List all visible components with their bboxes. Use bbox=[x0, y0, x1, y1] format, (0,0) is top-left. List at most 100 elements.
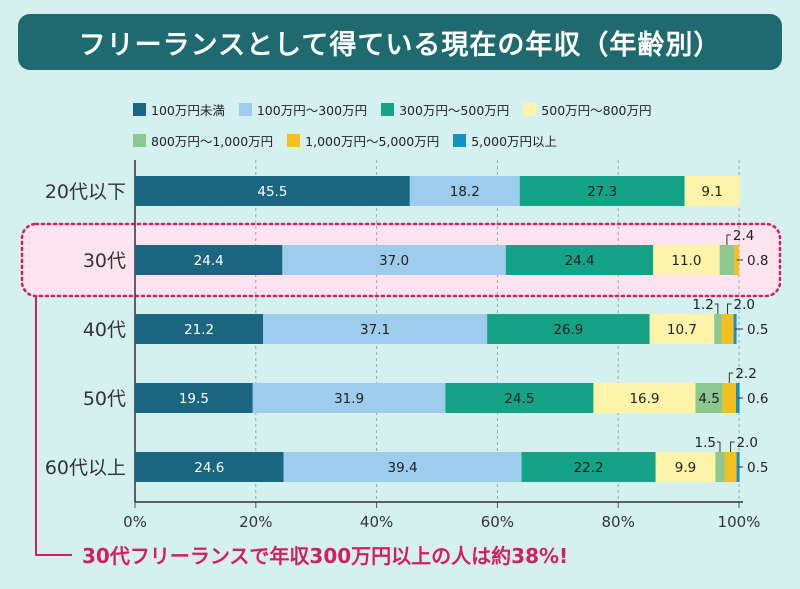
legend-label: 800万円～1,000万円 bbox=[151, 134, 274, 149]
data-label: 24.6 bbox=[194, 460, 224, 476]
legend-item: 100万円～300万円 bbox=[238, 100, 368, 119]
bar-segment bbox=[252, 383, 446, 413]
data-label: 24.4 bbox=[194, 253, 224, 269]
data-label: 26.9 bbox=[553, 322, 583, 338]
bar-segment bbox=[487, 314, 650, 344]
x-tick-label: 80% bbox=[602, 513, 635, 531]
data-label: 24.5 bbox=[504, 391, 534, 407]
legend-label: 1,000万円～5,000万円 bbox=[305, 134, 440, 149]
bar-segment bbox=[593, 383, 696, 413]
bar-segment bbox=[519, 176, 685, 206]
bar-segment bbox=[409, 176, 520, 206]
legend-swatch bbox=[133, 103, 146, 116]
bar-segment bbox=[684, 176, 740, 206]
bar-segment bbox=[722, 383, 736, 413]
x-tick-label: 40% bbox=[360, 513, 393, 531]
data-label: 9.9 bbox=[675, 460, 696, 476]
data-label: 2.4 bbox=[733, 228, 754, 244]
leader-line bbox=[728, 372, 734, 383]
data-label: 31.9 bbox=[334, 391, 364, 407]
bar-segment bbox=[505, 245, 654, 275]
bar-segment bbox=[135, 383, 253, 413]
legend-item: 5,000万円以上 bbox=[453, 131, 557, 150]
legend-item: 800万円～1,000万円 bbox=[133, 131, 273, 150]
bar-segment bbox=[715, 452, 725, 482]
legend-swatch bbox=[238, 103, 252, 116]
leader-line bbox=[727, 303, 732, 314]
legend-label: 100万円未満 bbox=[151, 103, 225, 118]
data-label: 2.0 bbox=[734, 297, 755, 313]
x-tick-label: 100% bbox=[718, 513, 761, 531]
bar-segment bbox=[283, 452, 522, 482]
data-label: 0.8 bbox=[747, 253, 768, 269]
category-label: 60代以上 bbox=[45, 457, 126, 479]
leader-line bbox=[726, 234, 731, 245]
data-label: 4.5 bbox=[698, 391, 719, 407]
bar-segment bbox=[653, 245, 720, 275]
bar-segment bbox=[282, 245, 506, 275]
data-label: 19.5 bbox=[179, 391, 209, 407]
bar-segment bbox=[649, 314, 715, 344]
bar-segment bbox=[135, 176, 410, 206]
category-label: 50代 bbox=[83, 388, 126, 410]
data-label: 9.1 bbox=[701, 184, 722, 200]
callout-text: 30代フリーランスで年収300万円以上の人は約38%! bbox=[82, 544, 569, 568]
data-label: 21.2 bbox=[184, 322, 214, 338]
data-label: 1.5 bbox=[694, 435, 715, 451]
data-label: 27.3 bbox=[587, 184, 617, 200]
legend-item: 300万円～500万円 bbox=[381, 100, 509, 119]
category-label: 30代 bbox=[83, 250, 126, 272]
data-label: 1.2 bbox=[692, 297, 713, 313]
data-label: 0.5 bbox=[747, 322, 768, 338]
legend-label: 5,000万円以上 bbox=[471, 134, 558, 149]
bar-segment bbox=[655, 452, 716, 482]
data-label: 11.0 bbox=[671, 253, 701, 269]
data-label: 45.5 bbox=[257, 184, 287, 200]
bar-segment bbox=[263, 314, 488, 344]
data-label: 39.4 bbox=[388, 460, 418, 476]
bar-segment bbox=[135, 245, 283, 275]
data-label: 10.7 bbox=[667, 322, 697, 338]
legend-swatch bbox=[523, 103, 537, 116]
legend-swatch bbox=[381, 103, 395, 116]
legend-label: 100万円～300万円 bbox=[256, 103, 368, 118]
legend-label: 500万円～800万円 bbox=[541, 103, 652, 118]
data-label: 16.9 bbox=[629, 391, 659, 407]
data-label: 18.2 bbox=[450, 184, 480, 200]
legend-item: 1,000万円～5,000万円 bbox=[287, 131, 439, 150]
bar-segment bbox=[724, 452, 737, 482]
chart-title: フリーランスとして得ている現在の年収（年齢別） bbox=[18, 14, 782, 70]
legend-swatch bbox=[287, 134, 301, 147]
legend-label: 300万円～500万円 bbox=[399, 103, 510, 118]
bar-segment bbox=[714, 314, 722, 344]
data-label: 37.0 bbox=[379, 253, 409, 269]
bar-segment bbox=[695, 383, 723, 413]
bar-segment bbox=[521, 452, 656, 482]
bar-segment bbox=[135, 314, 264, 344]
legend-item: 500万円～800万円 bbox=[523, 100, 652, 119]
x-tick-label: 60% bbox=[481, 513, 514, 531]
bar-segment bbox=[135, 452, 284, 482]
category-label: 20代以下 bbox=[45, 181, 126, 203]
bar-segment bbox=[445, 383, 594, 413]
bar-segment bbox=[719, 245, 735, 275]
data-label: 2.2 bbox=[735, 366, 756, 382]
leader-line bbox=[714, 303, 719, 314]
data-label: 22.2 bbox=[574, 460, 604, 476]
legend-item: 100万円未満 bbox=[133, 100, 225, 119]
bar-segment bbox=[721, 314, 734, 344]
leader-line bbox=[730, 441, 735, 452]
data-label: 0.6 bbox=[747, 391, 768, 407]
x-tick-label: 20% bbox=[239, 513, 272, 531]
leader-line bbox=[716, 441, 721, 452]
data-label: 0.5 bbox=[747, 460, 768, 476]
legend-swatch bbox=[133, 134, 146, 147]
x-tick-label: 0% bbox=[123, 513, 147, 531]
legend: 100万円未満 100万円～300万円 300万円～500万円 500万円～800万円… bbox=[133, 100, 793, 150]
data-label: 24.4 bbox=[565, 253, 595, 269]
data-label: 2.0 bbox=[737, 435, 758, 451]
callout-connector bbox=[35, 296, 72, 556]
data-label: 37.1 bbox=[360, 322, 390, 338]
category-label: 40代 bbox=[83, 319, 126, 341]
